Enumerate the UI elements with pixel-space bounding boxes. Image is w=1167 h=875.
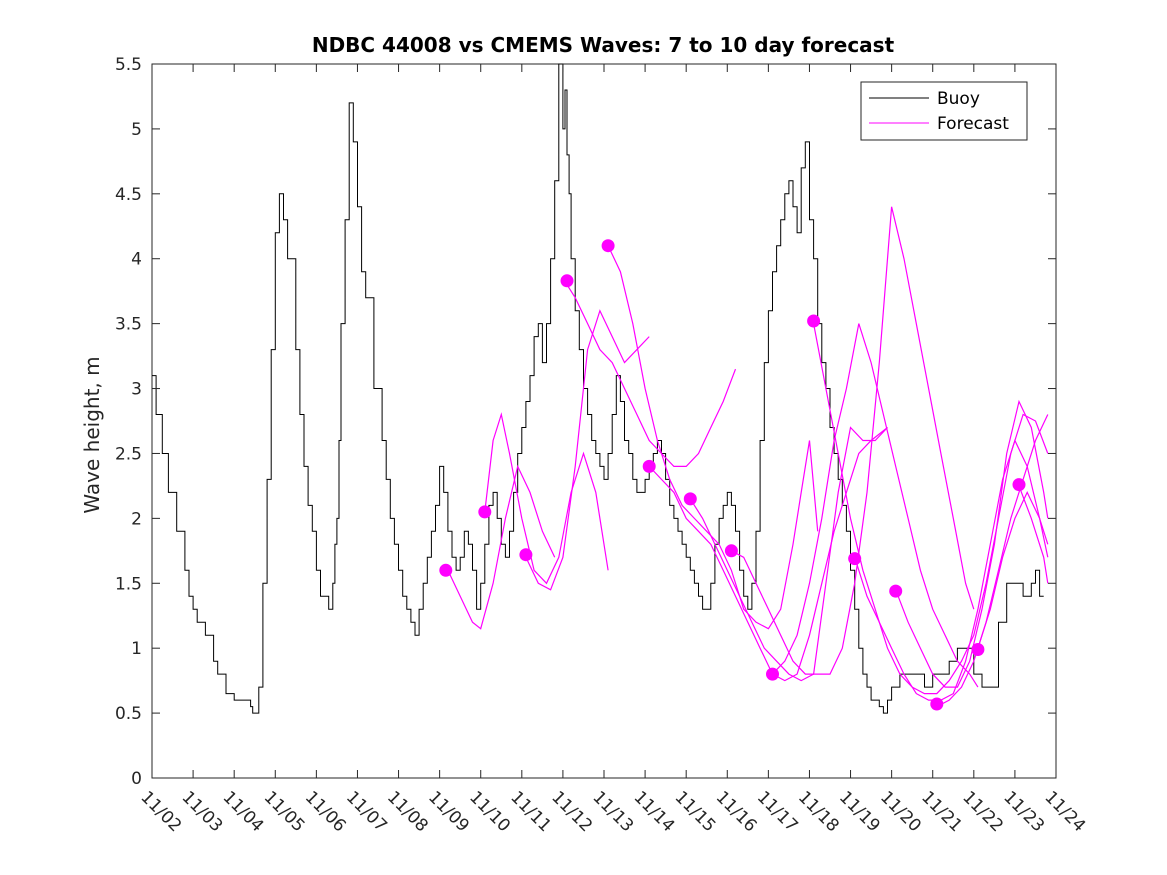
forecast-line-9 bbox=[772, 323, 979, 688]
forecast-marker bbox=[478, 505, 492, 519]
y-tick-label: 0 bbox=[131, 769, 142, 789]
forecast-line-12 bbox=[895, 399, 1049, 688]
legend-forecast-label: Forecast bbox=[937, 114, 1009, 134]
forecast-line-11 bbox=[854, 438, 1049, 701]
forecast-marker bbox=[439, 563, 453, 577]
forecast-marker bbox=[683, 492, 697, 506]
buoy-series bbox=[152, 63, 1044, 714]
chart-title: NDBC 44008 vs CMEMS Waves: 7 to 10 day f… bbox=[312, 33, 895, 57]
forecast-line-1 bbox=[447, 464, 556, 630]
forecast-line-13 bbox=[936, 414, 1049, 708]
forecast-line-5 bbox=[607, 245, 819, 630]
y-tick-label: 5.5 bbox=[115, 55, 142, 75]
forecast-marker bbox=[560, 274, 574, 288]
y-tick-label: 3 bbox=[131, 380, 142, 400]
forecast-marker bbox=[1012, 478, 1026, 492]
forecast-marker bbox=[848, 552, 862, 566]
forecast-line-4 bbox=[566, 284, 737, 467]
y-tick-label: 2.5 bbox=[115, 444, 142, 464]
forecast-marker bbox=[766, 667, 779, 681]
plot-area: 11/0211/0311/0411/0511/0611/0711/0811/09… bbox=[115, 55, 1089, 836]
forecast-line-3 bbox=[525, 309, 650, 591]
forecast-line-10 bbox=[813, 323, 1049, 695]
buoy-line bbox=[152, 63, 1044, 714]
forecast-marker bbox=[930, 697, 944, 711]
forecast-markers bbox=[439, 239, 1026, 711]
y-tick-label: 4 bbox=[131, 250, 142, 270]
y-tick-label: 3.5 bbox=[115, 315, 142, 335]
forecast-line-15 bbox=[1018, 485, 1049, 584]
legend-box bbox=[860, 81, 1028, 141]
axes-box bbox=[151, 63, 1057, 779]
forecast-line-2 bbox=[484, 412, 609, 585]
forecast-marker bbox=[519, 548, 533, 562]
y-tick-label: 4.5 bbox=[115, 185, 142, 205]
forecast-marker bbox=[724, 544, 738, 558]
forecast-marker bbox=[807, 314, 821, 328]
y-tick-label: 0.5 bbox=[115, 704, 142, 724]
forecast-line-14 bbox=[977, 491, 1049, 649]
forecast-line-8 bbox=[731, 206, 975, 675]
y-tick-label: 1 bbox=[131, 639, 142, 659]
forecast-marker bbox=[889, 584, 903, 598]
forecast-line-6 bbox=[648, 427, 888, 682]
legend: Buoy Forecast bbox=[860, 81, 1028, 141]
y-axis-label: Wave height, m bbox=[80, 356, 104, 513]
y-axis: 0 0.5 1 1.5 2 2.5 3 3.5 4 4.5 5 5.5 bbox=[115, 55, 1056, 789]
forecast-marker bbox=[601, 239, 615, 253]
y-tick-label: 5 bbox=[131, 120, 142, 140]
forecast-line-7 bbox=[689, 426, 888, 682]
y-tick-label: 1.5 bbox=[115, 574, 142, 594]
forecast-series bbox=[447, 206, 1049, 708]
legend-buoy-label: Buoy bbox=[937, 89, 980, 109]
forecast-marker bbox=[642, 459, 656, 473]
forecast-marker bbox=[971, 643, 985, 656]
y-tick-label: 2 bbox=[131, 509, 142, 529]
